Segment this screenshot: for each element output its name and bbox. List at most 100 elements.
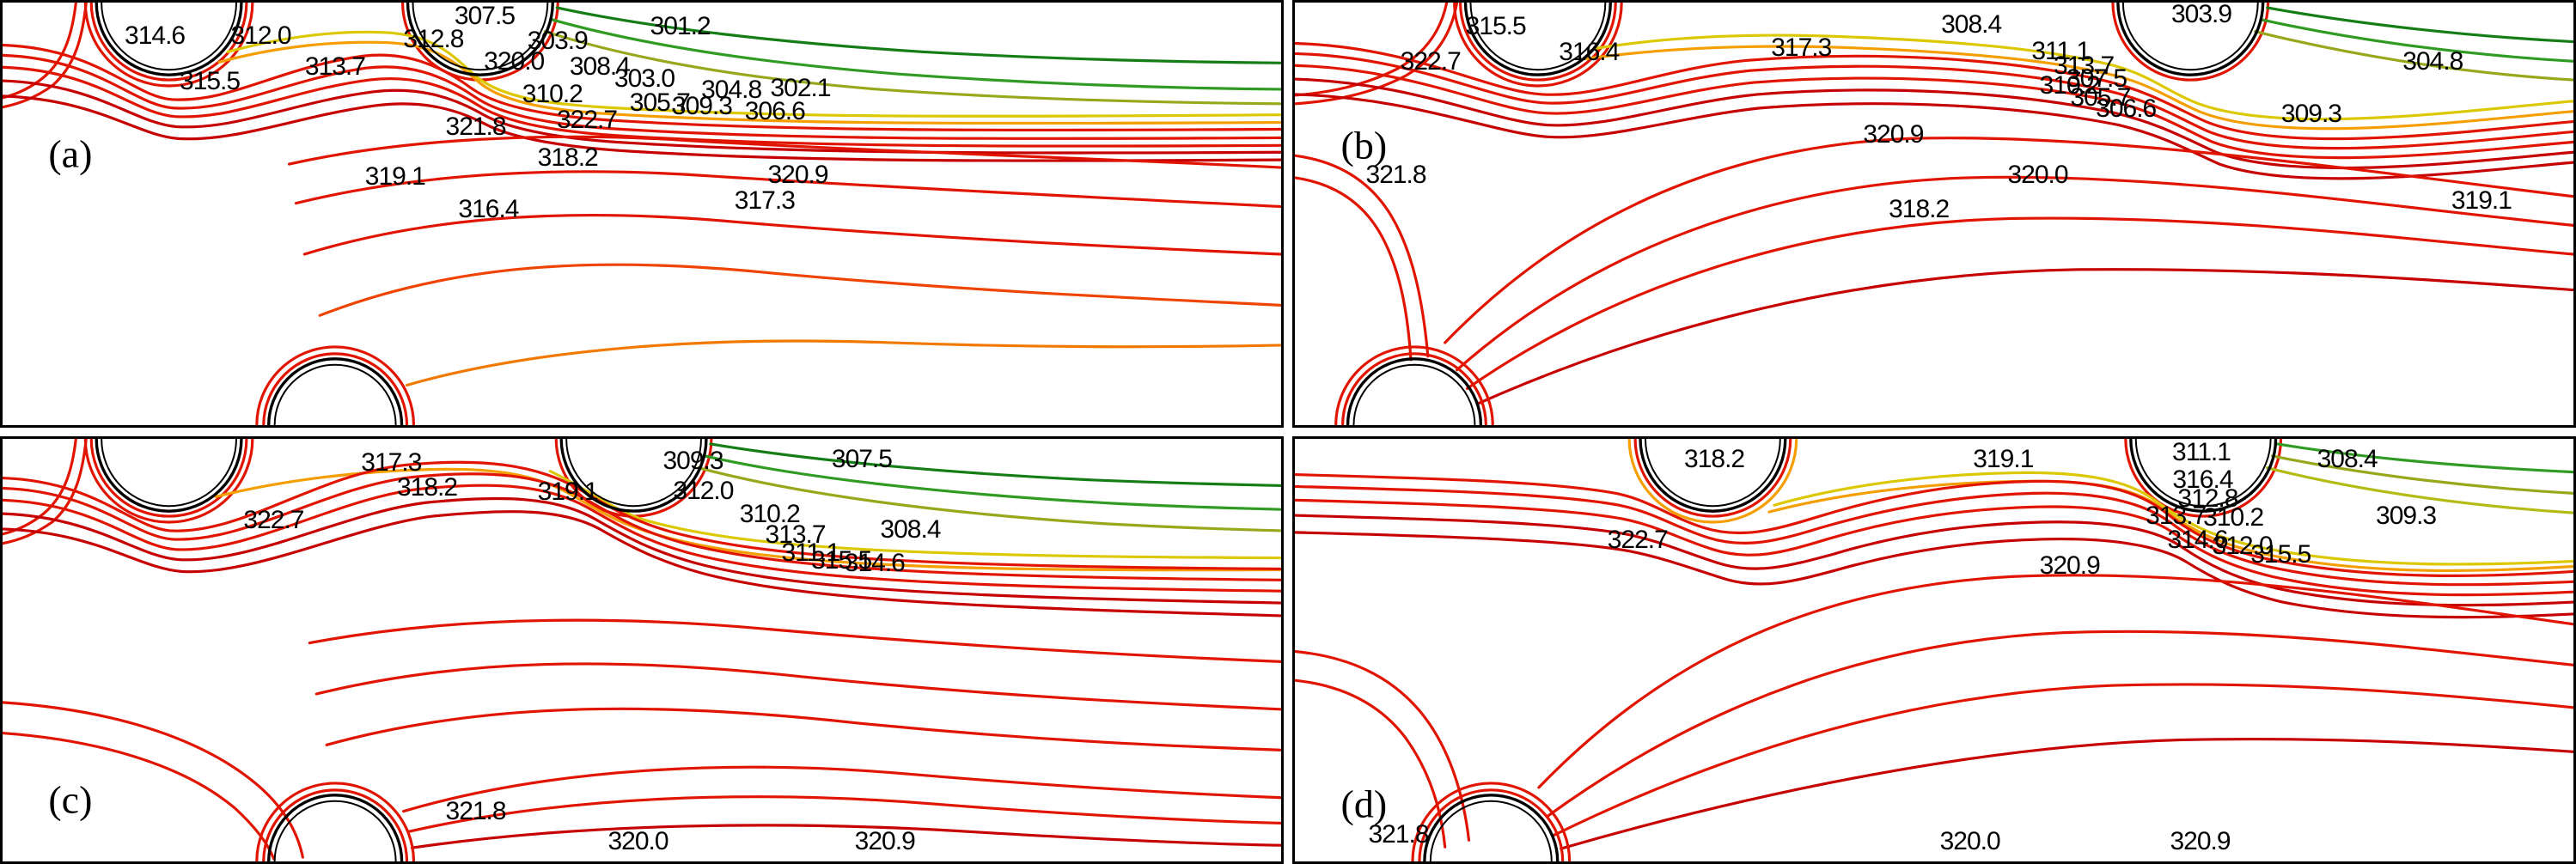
contour-lines	[1295, 439, 2573, 861]
contour-line	[1458, 3, 1617, 82]
contour-lines	[3, 439, 1281, 861]
contour-line	[1560, 737, 2573, 850]
contour-lines	[1295, 3, 2573, 425]
cylinder-outlines	[1346, 3, 2265, 425]
contour-line	[1295, 41, 2573, 141]
cylinder-outline	[1352, 363, 1476, 425]
contour-line	[401, 765, 1281, 813]
contour-line	[1537, 574, 2573, 789]
cylinder-outline	[101, 439, 237, 508]
contour-line	[3, 460, 1281, 571]
contour-line	[1295, 3, 1449, 97]
contour-line	[697, 466, 1281, 532]
contour-line	[89, 3, 248, 82]
cylinder-outline	[273, 800, 397, 861]
contour-line	[1295, 77, 2573, 170]
contour-line	[325, 707, 1281, 751]
contour-line	[1295, 649, 1471, 842]
cylinder-outlines	[95, 3, 554, 425]
contour-line	[3, 3, 77, 100]
contour-line	[1295, 154, 1430, 358]
cylinder-outline	[2134, 439, 2272, 508]
contour-line	[1444, 137, 2573, 344]
contour-line	[3, 496, 1281, 605]
contour-line	[217, 40, 1281, 125]
contour-line	[3, 94, 1281, 162]
cylinder-outlines	[1423, 439, 2278, 861]
cylinder-outline	[95, 3, 243, 76]
contour-line	[1584, 45, 2573, 131]
contour-line	[1295, 484, 2573, 587]
panel-c: (c) 317.3 309.3 307.5 318.2 319.1 312.0 310.2 32…	[0, 436, 1284, 864]
contour-line	[1453, 3, 1623, 88]
contour-line	[1295, 514, 2573, 607]
cylinder-outline	[1469, 3, 1607, 71]
contour-line	[3, 472, 1281, 581]
contour-plot-a	[3, 3, 1281, 425]
cylinder-outline	[267, 357, 404, 425]
contour-line	[1553, 683, 2573, 837]
contour-line	[255, 782, 416, 861]
contour-line	[3, 731, 276, 861]
contour-line	[1593, 33, 2573, 121]
contour-line	[3, 65, 1281, 148]
contour-line	[89, 439, 248, 518]
contour-line	[1341, 352, 1487, 425]
contour-line	[1295, 531, 2573, 619]
contour-line	[703, 454, 1281, 511]
contour-line	[1773, 471, 2573, 566]
contour-line	[1295, 176, 1413, 362]
contour-line	[1295, 52, 2573, 150]
cylinder-outline	[2121, 3, 2259, 71]
contour-line	[405, 339, 1281, 387]
cylinder-outline	[1346, 357, 1483, 425]
contour-line	[3, 53, 1281, 140]
contour-line	[262, 788, 409, 861]
contour-line	[2266, 6, 2573, 44]
contour-line	[302, 213, 1281, 256]
contour-line	[2111, 3, 2270, 82]
contour-line	[262, 352, 409, 425]
contour-line	[294, 170, 1281, 209]
panel-d: (d) 318.2 319.1 311.1 308.4 316.4 312.8 313.7 31…	[1292, 436, 2576, 864]
contour-line	[318, 263, 1281, 317]
contour-line	[2254, 30, 2573, 82]
contour-line	[1633, 439, 1792, 518]
cylinder-outline	[267, 794, 404, 861]
cylinder-outline	[1429, 800, 1553, 861]
contour-line	[1456, 175, 2573, 372]
contour-line	[2275, 442, 2573, 474]
cylinder-outline	[1463, 3, 1612, 76]
contour-line	[1295, 64, 2573, 160]
contour-line	[3, 3, 88, 109]
cylinder-outline	[101, 3, 237, 71]
contour-plot-d	[1295, 439, 2573, 861]
cylinder-outlines	[95, 439, 708, 861]
contour-line	[255, 345, 416, 425]
contour-line	[1334, 345, 1494, 425]
panel-a: (a) 307.5 301.2 314.6 312.0 312.8 303.9 313.7 32…	[0, 0, 1284, 428]
contour-line	[3, 510, 1281, 618]
contour-line	[709, 442, 1281, 488]
contour-line	[3, 484, 1281, 593]
contour-line	[1411, 782, 1572, 861]
cylinder-outline	[95, 439, 243, 513]
cylinder-outline	[1644, 439, 1781, 508]
panel-b: (b) 315.5 308.4 303.9 316.4 317.3 311.1 322.7 31…	[1292, 0, 2576, 428]
contour-line	[3, 43, 1281, 132]
contour-line	[2266, 466, 2573, 514]
cylinder-outline	[406, 3, 554, 76]
cylinder-outline	[2116, 3, 2265, 76]
contour-line	[410, 824, 1281, 849]
contour-line	[1295, 498, 2573, 597]
contour-line	[314, 662, 1281, 711]
cylinder-outline	[273, 363, 397, 425]
contour-line	[308, 618, 1281, 663]
contour-line	[3, 701, 305, 859]
contour-line	[83, 439, 254, 524]
contour-line	[1418, 788, 1565, 861]
contour-line	[1295, 93, 2573, 180]
contour-line	[2260, 18, 2573, 63]
contour-line	[1295, 472, 2573, 577]
